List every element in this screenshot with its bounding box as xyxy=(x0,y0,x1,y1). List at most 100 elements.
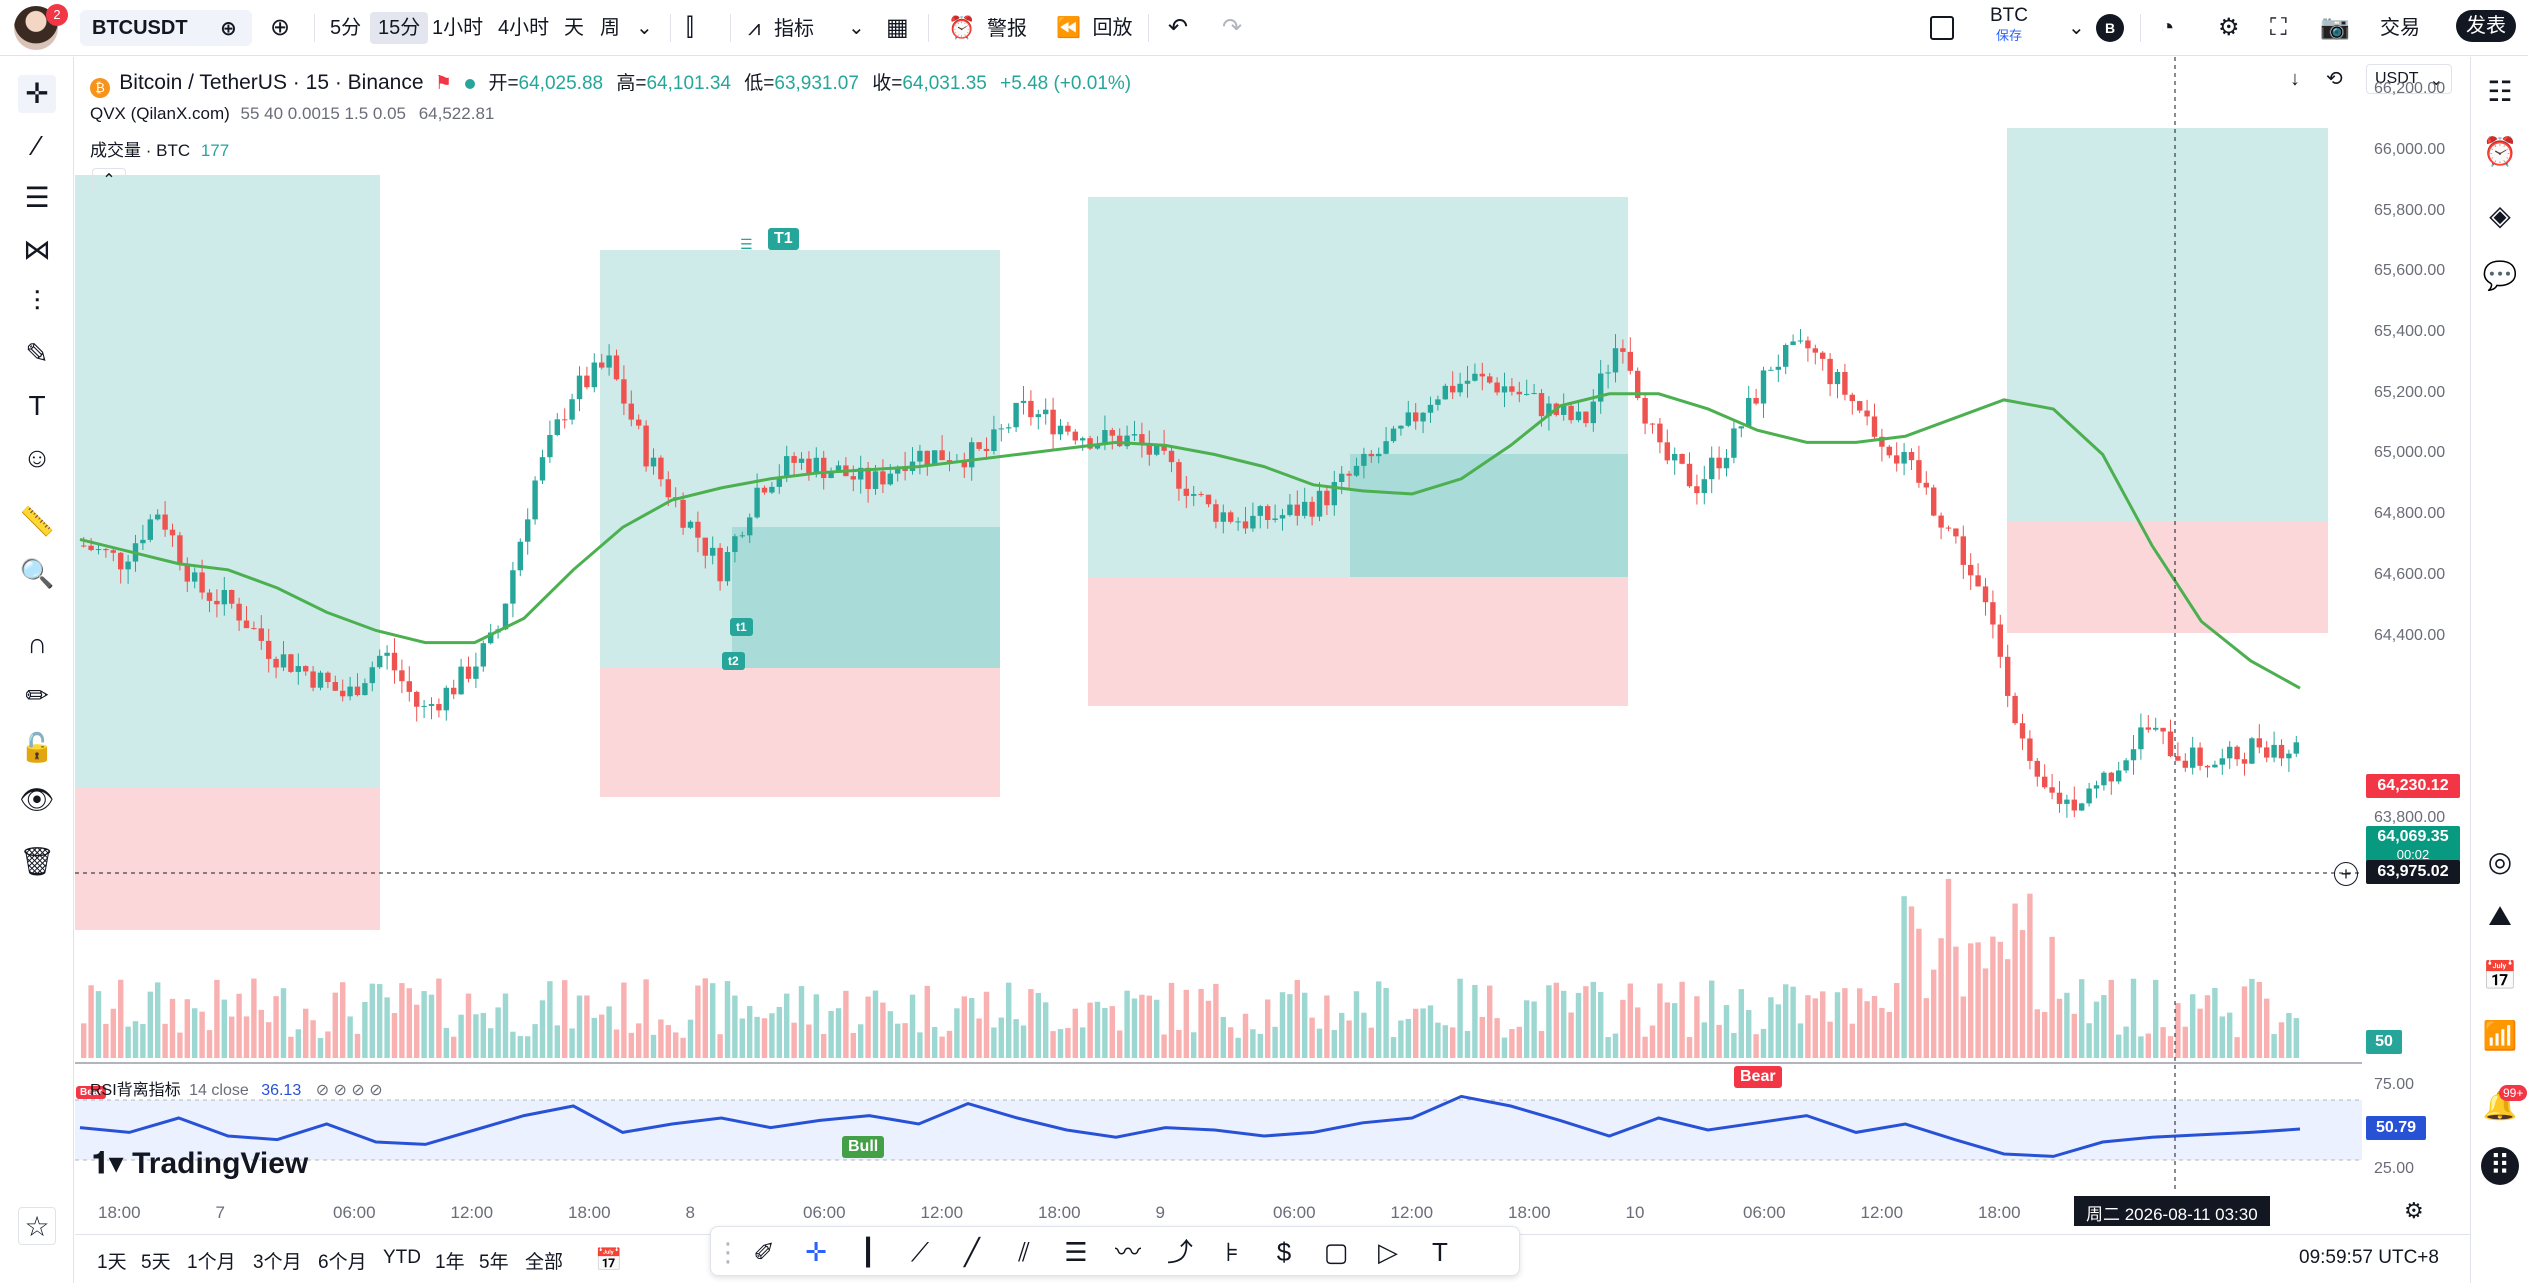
emoji-tool-icon[interactable]: ☺ xyxy=(22,442,52,473)
interval-4h[interactable]: 4小时 xyxy=(498,17,550,39)
ray-icon[interactable]: ⟋ xyxy=(910,1237,930,1267)
clock-timezone[interactable]: 09:59:57 UTC+8 xyxy=(2299,1247,2439,1268)
pattern-tool-icon[interactable]: ⋈ xyxy=(23,234,51,265)
zoom-in-icon[interactable]: 🔍 xyxy=(19,558,55,589)
interval-15m[interactable]: 15分 xyxy=(370,12,429,44)
interval-1d[interactable]: 天 xyxy=(564,17,584,39)
alert-button[interactable]: ⏰ 警报 xyxy=(948,12,1027,44)
trend-line-tool-icon[interactable]: ⁄ xyxy=(34,130,40,161)
indicators-button[interactable]: ⩘ 指标 xyxy=(748,12,814,44)
interval-5m[interactable]: 5分 xyxy=(330,17,362,39)
layout-dropdown-icon[interactable]: ⌄ xyxy=(2068,17,2085,39)
range-6m[interactable]: 6个月 xyxy=(318,1252,367,1273)
indicators-dropdown-icon[interactable]: ⌄ xyxy=(848,17,865,39)
range-5y[interactable]: 5年 xyxy=(479,1252,509,1273)
fib-lines-icon[interactable]: ☰ xyxy=(1064,1237,1088,1267)
rectangle-icon[interactable]: ▢ xyxy=(1323,1237,1349,1267)
rsi-legend[interactable]: RSI背离指标 14 close 36.13 ⊘ ⊘ ⊘ ⊘ xyxy=(90,1076,383,1100)
text-tool-icon[interactable]: T xyxy=(28,390,46,421)
range-1m[interactable]: 1个月 xyxy=(187,1252,236,1273)
download-arrow-icon[interactable]: ↓ xyxy=(2290,68,2300,90)
broadcast-icon[interactable]: 📶 xyxy=(2482,1020,2518,1051)
volume-legend[interactable]: 成交量 · BTC 177 xyxy=(90,136,229,161)
forecast-tool-icon[interactable]: ⫶ xyxy=(33,286,41,317)
templates-grid-icon[interactable]: ▦ xyxy=(886,14,909,41)
refresh-icon[interactable]: ⟲ xyxy=(2326,68,2343,90)
text-icon[interactable]: T xyxy=(1432,1237,1448,1267)
currency-select[interactable]: USDT ⌄ xyxy=(2366,64,2452,94)
symbol-search-button[interactable]: BTCUSDT ⊕ xyxy=(80,10,252,46)
watchlist-icon[interactable]: ☷ xyxy=(2487,76,2513,107)
undo-icon[interactable]: ↶ xyxy=(1168,14,1189,41)
range-5d[interactable]: 5天 xyxy=(141,1252,171,1273)
brush-tool-icon[interactable]: ✎ xyxy=(25,338,49,369)
interval-1h[interactable]: 1小时 xyxy=(432,17,484,39)
interval-1w[interactable]: 周 xyxy=(600,17,620,39)
range-1y[interactable]: 1年 xyxy=(435,1252,465,1273)
path-icon[interactable]: ⤴ xyxy=(1166,1237,1193,1267)
layout-menu-button[interactable]: BTC 保存 xyxy=(1990,6,2028,44)
interval-dropdown-icon[interactable]: ⌄ xyxy=(636,17,653,39)
pencil-lock-icon[interactable]: ✏ xyxy=(25,680,49,711)
chart-type-candles-icon[interactable]: ⫿ xyxy=(686,14,694,41)
chat-icon[interactable]: 💬 xyxy=(2482,260,2518,291)
broker-badge[interactable]: B xyxy=(2096,14,2124,42)
range-ytd[interactable]: YTD xyxy=(383,1247,421,1268)
quick-search-icon[interactable]: ◔ xyxy=(2160,14,2175,41)
drag-handle-icon[interactable]: ☰ xyxy=(740,236,753,252)
collapse-legend-icon[interactable]: ⌃ xyxy=(92,168,126,194)
target-t1-small-tag[interactable]: t1 xyxy=(730,618,753,636)
goto-date-icon[interactable]: 📅 xyxy=(595,1247,623,1272)
pine-editor-icon[interactable]: ⛰ xyxy=(2488,900,2512,931)
fib-retracement-tool-icon[interactable]: ☰ xyxy=(24,182,50,213)
candle-body xyxy=(1664,442,1670,461)
brush-icon[interactable]: ✐ xyxy=(753,1237,775,1267)
eye-icon[interactable]: 👁 xyxy=(19,784,55,815)
flag-icon[interactable]: ⚑ xyxy=(434,73,452,94)
indicator-legend[interactable]: QVX (QilanX.com) 55 40 0.0015 1.5 0.05 6… xyxy=(90,104,494,124)
camera-snapshot-icon[interactable]: 📷 xyxy=(2320,14,2350,41)
target-t1-tag[interactable]: T1 xyxy=(768,228,799,250)
candle-body xyxy=(1686,463,1693,487)
fullscreen-toggle-icon[interactable] xyxy=(1930,12,1954,44)
visibility-icon[interactable]: ⊘ ⊘ ⊘ ⊘ xyxy=(315,1082,383,1099)
price-range-icon[interactable]: $ xyxy=(1276,1237,1292,1267)
replay-button[interactable]: ⏪ 回放 xyxy=(1056,12,1132,44)
axis-settings-gear-icon[interactable]: ⚙ xyxy=(2404,1198,2424,1223)
apps-grid-icon[interactable]: ⠿ xyxy=(2481,1147,2519,1185)
watchlist-star-icon[interactable]: ☆ xyxy=(18,1207,56,1245)
target-t2-small-tag[interactable]: t2 xyxy=(722,652,745,670)
fullscreen-icon[interactable]: ⛶ xyxy=(2270,14,2287,41)
play-replay-icon[interactable]: ▷ xyxy=(1378,1237,1398,1267)
forecast-lines-icon[interactable]: ⊧ xyxy=(1225,1237,1239,1267)
volume-bar xyxy=(1657,983,1663,1058)
ideas-target-icon[interactable]: ◎ xyxy=(2487,846,2513,877)
range-3m[interactable]: 3个月 xyxy=(253,1252,302,1273)
trade-button[interactable]: 交易 xyxy=(2380,17,2420,39)
measure-ruler-icon[interactable]: 📏 xyxy=(19,506,55,537)
add-symbol-icon[interactable]: ⊕ xyxy=(270,14,291,41)
price-chart[interactable] xyxy=(75,57,2463,1193)
lock-icon[interactable]: 🔓 xyxy=(19,732,55,763)
candle-body xyxy=(1945,527,1952,529)
layers-icon[interactable]: ◈ xyxy=(2489,200,2511,231)
calendar-icon[interactable]: 📅 xyxy=(2482,960,2518,991)
trash-icon[interactable]: 🗑 xyxy=(19,846,55,877)
magnet-icon[interactable]: ∩ xyxy=(26,628,48,659)
publish-button[interactable]: 发表 xyxy=(2456,10,2516,42)
alerts-clock-icon[interactable]: ⏰ xyxy=(2482,136,2518,167)
range-all[interactable]: 全部 xyxy=(525,1252,564,1273)
symbol-title[interactable]: Bitcoin / TetherUS · 15 · Binance xyxy=(119,71,424,94)
crosshair-tool-icon[interactable]: ✛ xyxy=(18,75,56,113)
channel-icon[interactable]: ⫽ xyxy=(1018,1237,1030,1267)
candle-body xyxy=(1775,366,1781,370)
wave-icon[interactable]: 〰 xyxy=(1114,1237,1141,1267)
trend-line-icon[interactable]: ╱ xyxy=(964,1237,980,1267)
crosshair-icon[interactable]: ✛ xyxy=(805,1237,827,1267)
range-1d[interactable]: 1天 xyxy=(97,1252,127,1273)
drag-grip-icon[interactable]: ⋮ xyxy=(715,1237,741,1267)
vertical-line-icon[interactable]: ┃ xyxy=(860,1237,876,1267)
settings-gear-icon[interactable]: ⚙ xyxy=(2218,14,2240,41)
add-alert-plus-icon[interactable]: + xyxy=(2334,862,2358,886)
redo-icon[interactable]: ↷ xyxy=(1222,14,1243,41)
